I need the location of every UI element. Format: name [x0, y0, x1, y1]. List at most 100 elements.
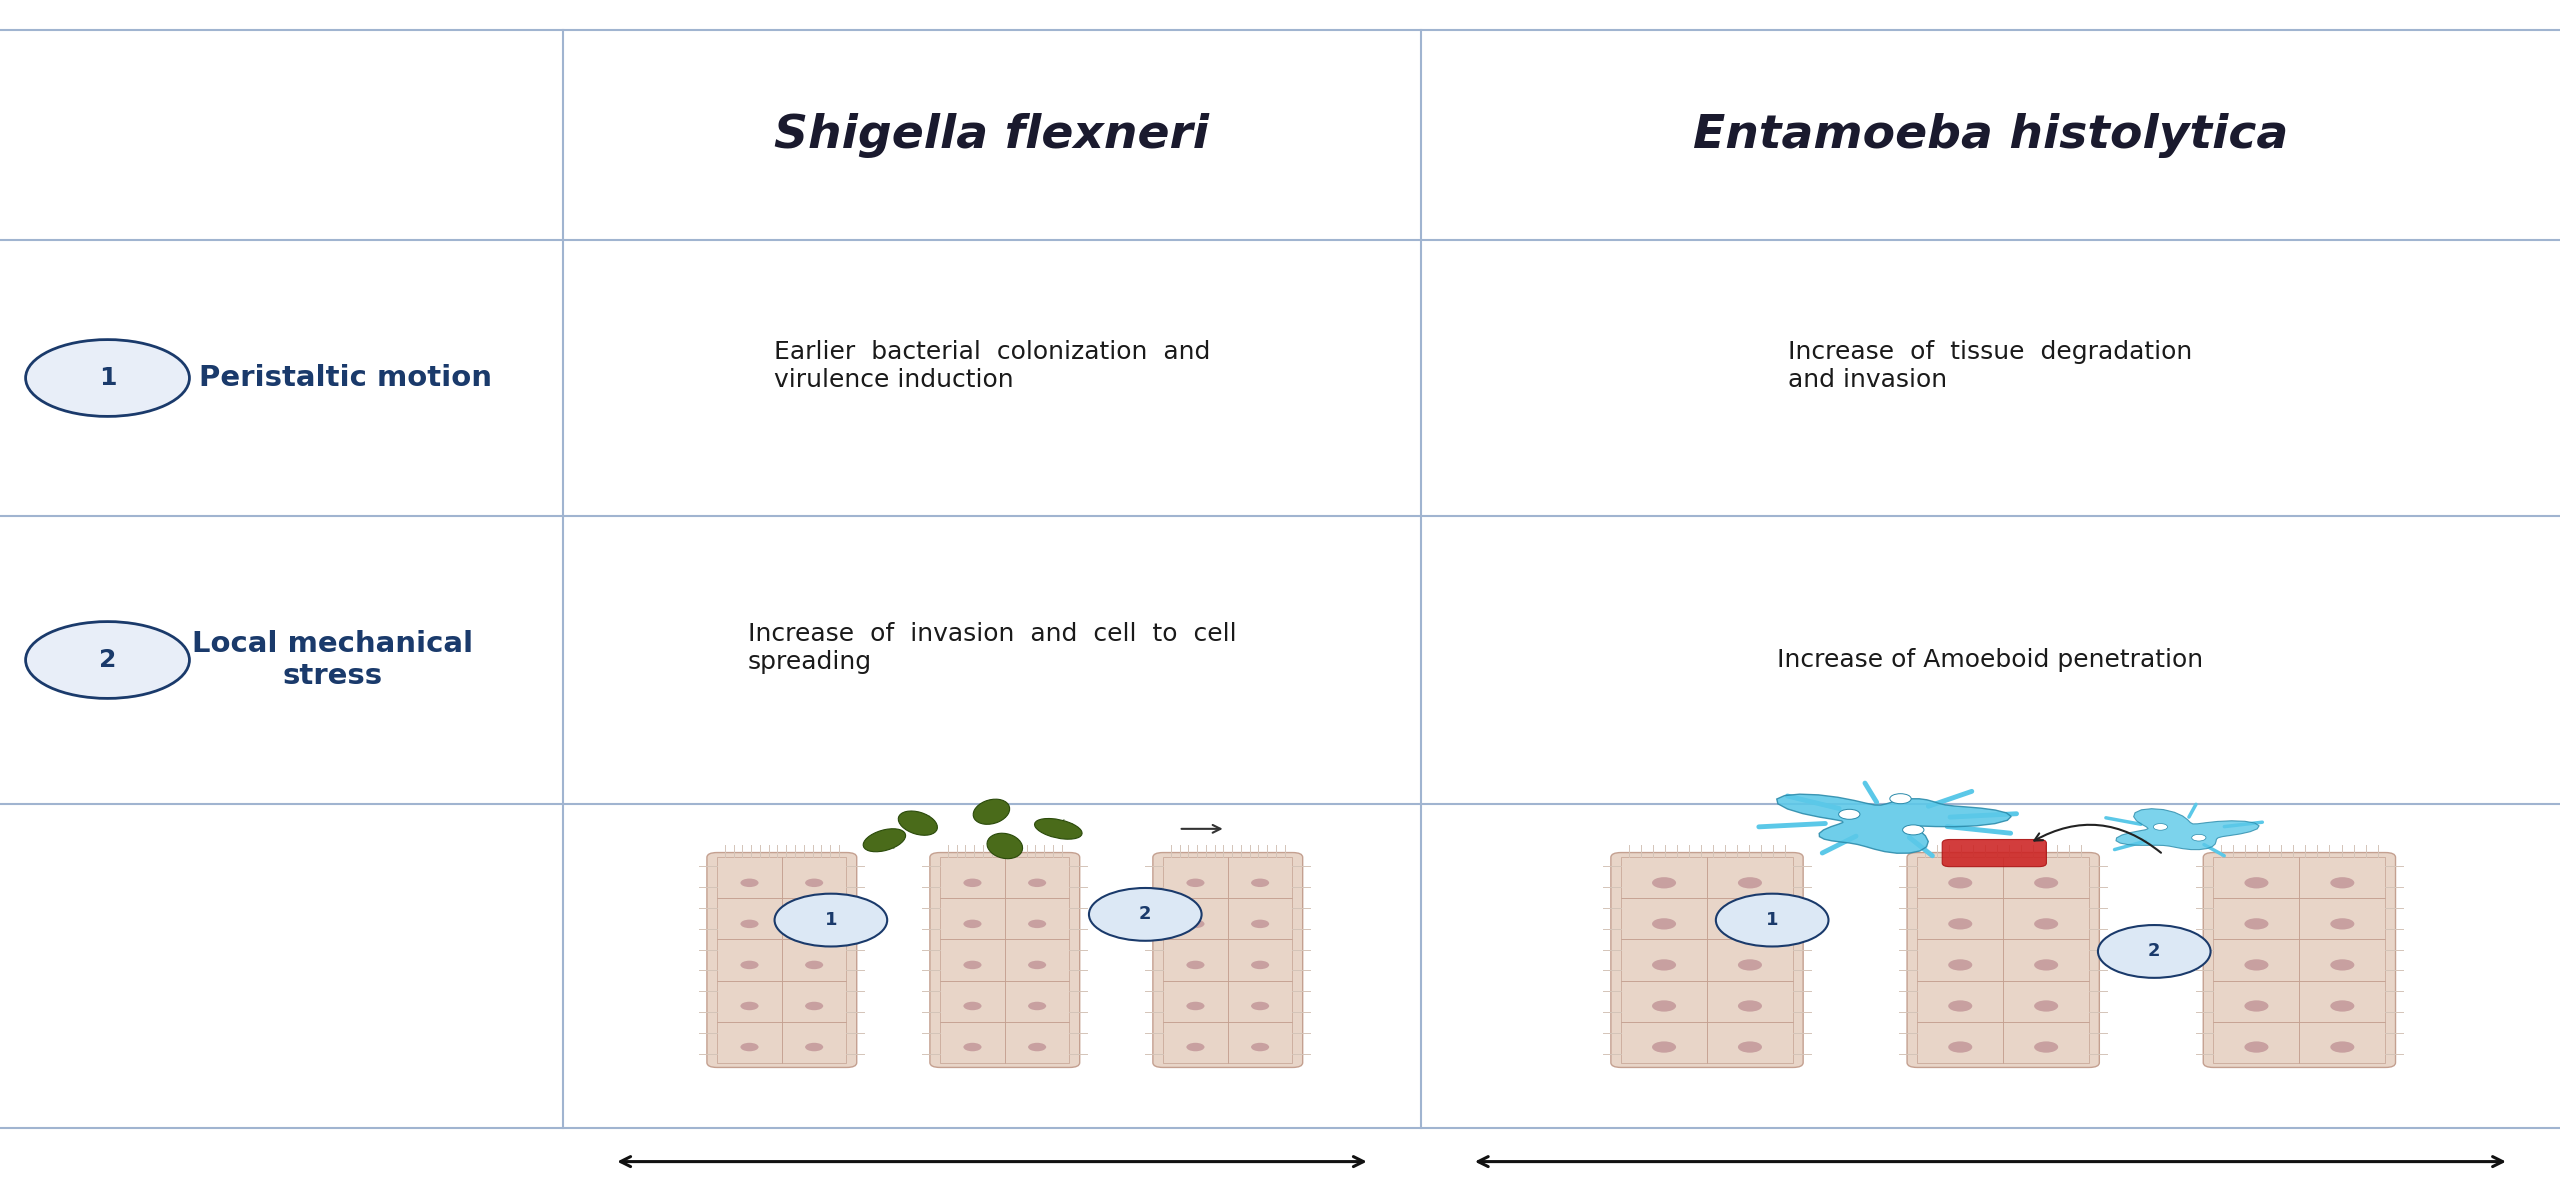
Bar: [1229, 940, 1293, 980]
Circle shape: [2035, 877, 2058, 888]
Circle shape: [776, 894, 888, 947]
Bar: [1229, 1021, 1293, 1063]
Bar: [1917, 980, 2004, 1021]
Bar: [1620, 1021, 1708, 1063]
Circle shape: [1029, 919, 1047, 928]
Bar: [2299, 899, 2386, 940]
Circle shape: [804, 919, 824, 928]
Bar: [1708, 857, 1792, 899]
Bar: [781, 857, 847, 899]
Bar: [1708, 899, 1792, 940]
Text: Local mechanical
stress: Local mechanical stress: [192, 630, 474, 690]
Circle shape: [1889, 793, 1912, 804]
Circle shape: [1029, 1002, 1047, 1010]
Circle shape: [1252, 961, 1270, 970]
Circle shape: [1252, 1002, 1270, 1010]
Circle shape: [2035, 959, 2058, 971]
Bar: [1620, 857, 1708, 899]
Circle shape: [963, 878, 980, 887]
Circle shape: [1651, 918, 1677, 930]
Circle shape: [1029, 878, 1047, 887]
Bar: [717, 940, 781, 980]
Circle shape: [963, 961, 980, 970]
Bar: [940, 940, 1006, 980]
Bar: [1917, 899, 2004, 940]
Bar: [2214, 1021, 2299, 1063]
Text: Increase  of  tissue  degradation
and invasion: Increase of tissue degradation and invas…: [1789, 340, 2191, 392]
Ellipse shape: [988, 833, 1021, 859]
Bar: [781, 940, 847, 980]
FancyBboxPatch shape: [1610, 852, 1802, 1068]
Circle shape: [740, 1043, 758, 1051]
Bar: [2214, 940, 2299, 980]
FancyBboxPatch shape: [1907, 852, 2099, 1068]
Circle shape: [1088, 888, 1201, 941]
Bar: [2299, 940, 2386, 980]
Text: Earlier  bacterial  colonization  and
virulence induction: Earlier bacterial colonization and virul…: [773, 340, 1211, 392]
Circle shape: [1948, 1042, 1971, 1052]
Circle shape: [1252, 1043, 1270, 1051]
Ellipse shape: [973, 799, 1009, 824]
Circle shape: [1029, 1043, 1047, 1051]
Circle shape: [1738, 1042, 1761, 1052]
Bar: [1162, 899, 1229, 940]
Bar: [1708, 940, 1792, 980]
Bar: [1620, 980, 1708, 1021]
Bar: [940, 899, 1006, 940]
Bar: [717, 980, 781, 1021]
Bar: [717, 899, 781, 940]
Circle shape: [2245, 877, 2268, 888]
Text: 2: 2: [2148, 942, 2161, 960]
FancyBboxPatch shape: [929, 852, 1080, 1068]
Circle shape: [1185, 1043, 1206, 1051]
Circle shape: [2035, 1001, 2058, 1012]
Circle shape: [2191, 834, 2207, 841]
Text: 1: 1: [824, 911, 837, 929]
Bar: [2214, 980, 2299, 1021]
Circle shape: [963, 1043, 980, 1051]
Bar: [1229, 899, 1293, 940]
Bar: [940, 980, 1006, 1021]
Text: Shigella flexneri: Shigella flexneri: [776, 113, 1208, 157]
FancyBboxPatch shape: [2204, 852, 2396, 1068]
Circle shape: [2035, 918, 2058, 930]
Bar: [1708, 1021, 1792, 1063]
Circle shape: [2330, 918, 2355, 930]
Bar: [1229, 980, 1293, 1021]
Text: Increase  of  invasion  and  cell  to  cell
spreading: Increase of invasion and cell to cell sp…: [748, 622, 1236, 674]
Circle shape: [1252, 919, 1270, 928]
Bar: [1708, 980, 1792, 1021]
Circle shape: [2330, 877, 2355, 888]
Bar: [1229, 857, 1293, 899]
Ellipse shape: [863, 829, 906, 852]
Bar: [1006, 1021, 1070, 1063]
Circle shape: [1948, 959, 1971, 971]
Circle shape: [1651, 959, 1677, 971]
Ellipse shape: [899, 811, 937, 835]
Text: 1: 1: [1766, 911, 1779, 929]
Text: Increase of Amoeboid penetration: Increase of Amoeboid penetration: [1777, 648, 2204, 672]
FancyBboxPatch shape: [707, 852, 858, 1068]
Circle shape: [963, 919, 980, 928]
Circle shape: [1738, 877, 1761, 888]
Text: Peristaltic motion: Peristaltic motion: [200, 364, 492, 392]
Bar: [1006, 899, 1070, 940]
Ellipse shape: [1034, 818, 1083, 839]
Polygon shape: [1777, 794, 2012, 853]
Bar: [940, 857, 1006, 899]
Bar: [1620, 940, 1708, 980]
Bar: [2004, 899, 2089, 940]
Bar: [1006, 857, 1070, 899]
Bar: [717, 1021, 781, 1063]
Bar: [1162, 1021, 1229, 1063]
Bar: [781, 980, 847, 1021]
Circle shape: [2330, 1042, 2355, 1052]
Circle shape: [1838, 809, 1861, 820]
Circle shape: [1738, 1001, 1761, 1012]
Bar: [1917, 857, 2004, 899]
Bar: [1162, 980, 1229, 1021]
Circle shape: [1948, 918, 1971, 930]
FancyBboxPatch shape: [1152, 852, 1303, 1068]
Bar: [2004, 857, 2089, 899]
Circle shape: [1185, 878, 1206, 887]
